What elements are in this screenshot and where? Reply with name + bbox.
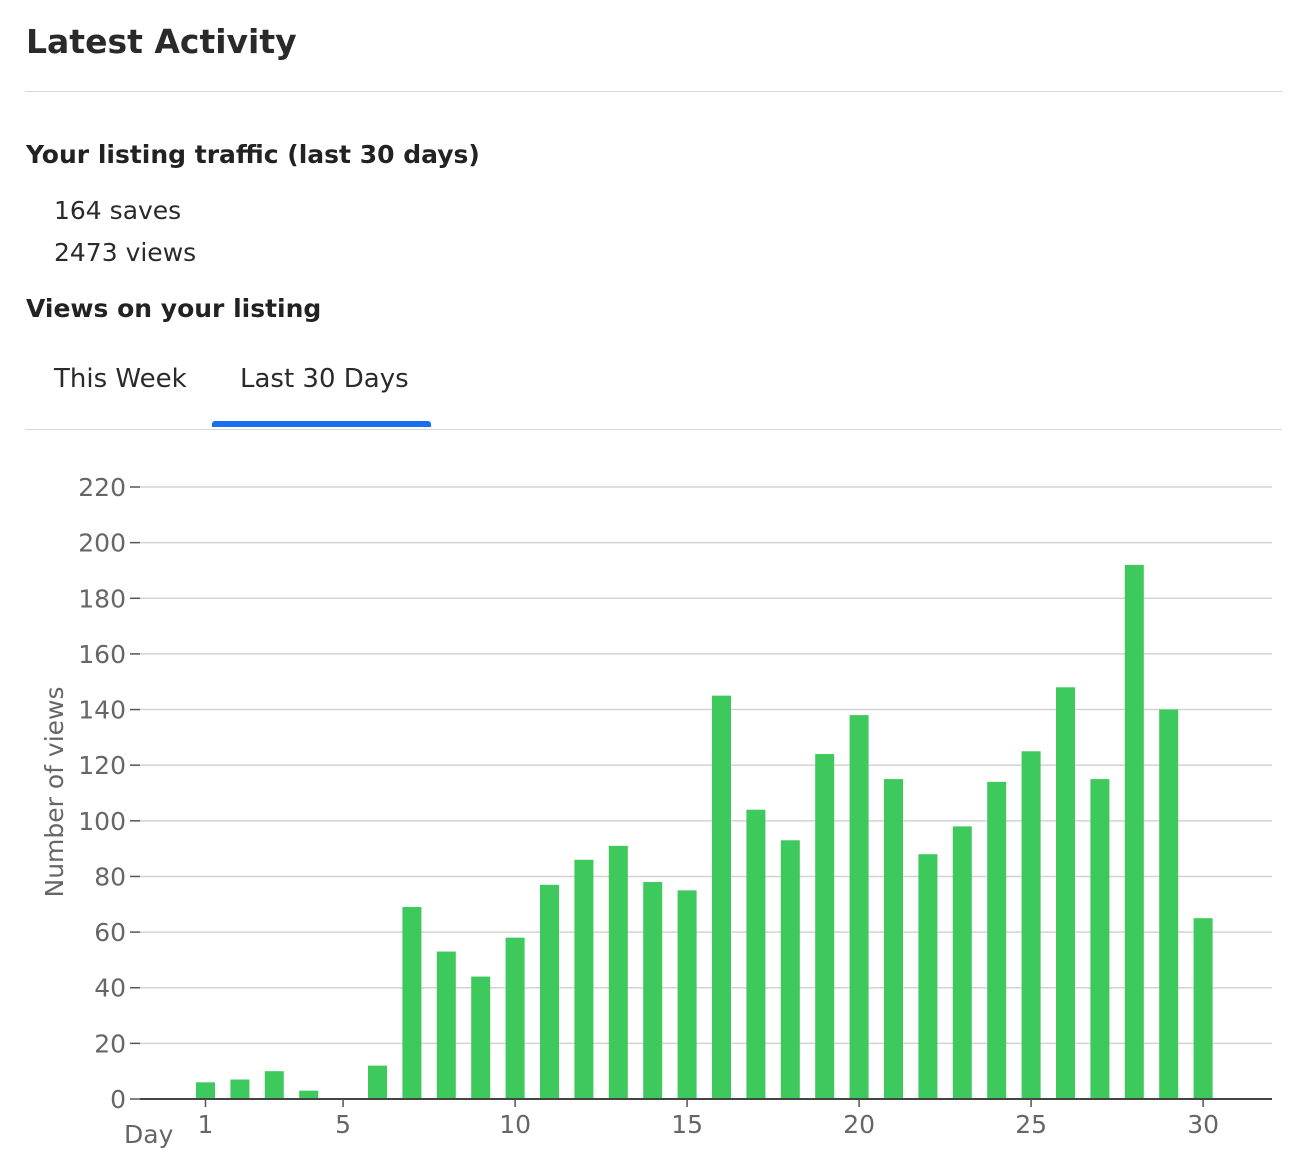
- bar: [815, 754, 835, 1099]
- y-tick-label: 140: [78, 696, 126, 725]
- x-tick-label: 5: [335, 1110, 351, 1139]
- bar: [471, 976, 491, 1099]
- y-axis-label: Number of views: [40, 686, 69, 897]
- y-tick-label: 180: [78, 584, 126, 613]
- y-tick-label: 200: [78, 529, 126, 558]
- bar: [1021, 751, 1041, 1099]
- bar: [712, 695, 731, 1099]
- bar: [643, 882, 663, 1099]
- bar: [196, 1082, 215, 1099]
- active-tab-indicator: [212, 421, 431, 427]
- bar: [574, 859, 594, 1099]
- x-tick-label: 15: [671, 1110, 703, 1139]
- divider: [25, 91, 1282, 92]
- y-tick-label: 100: [78, 807, 126, 836]
- y-tick-label: 80: [94, 862, 126, 891]
- bar: [746, 809, 766, 1099]
- x-tick-label: 30: [1187, 1110, 1219, 1139]
- x-axis-label: Day: [124, 1120, 174, 1149]
- traffic-section-title: Your listing traffic (last 30 days): [26, 140, 480, 169]
- bar: [608, 845, 628, 1099]
- bar: [1159, 709, 1179, 1099]
- views-section-title: Views on your listing: [26, 294, 322, 323]
- bar: [1090, 779, 1110, 1099]
- bar: [436, 951, 456, 1099]
- x-tick-label: 10: [499, 1110, 531, 1139]
- bar: [677, 890, 697, 1099]
- bar: [1124, 564, 1144, 1099]
- views-count: 2473 views: [54, 238, 197, 267]
- bar: [987, 781, 1007, 1099]
- bar: [1056, 687, 1075, 1099]
- tab-this-week[interactable]: This Week: [54, 364, 187, 394]
- x-tick-label: 20: [843, 1110, 875, 1139]
- bar: [952, 826, 972, 1099]
- tab-bar: This Week Last 30 Days: [25, 352, 1282, 430]
- bar: [780, 840, 800, 1099]
- bar: [918, 854, 938, 1099]
- bar: [368, 1065, 387, 1099]
- tab-last-30-days[interactable]: Last 30 Days: [240, 364, 409, 394]
- bar: [540, 884, 559, 1099]
- bar: [1193, 918, 1213, 1099]
- bar: [884, 779, 903, 1099]
- x-tick-label: 1: [198, 1110, 214, 1139]
- bar: [402, 907, 422, 1099]
- y-tick-label: 20: [94, 1029, 126, 1058]
- y-tick-label: 220: [78, 473, 126, 502]
- y-tick-label: 40: [94, 974, 126, 1003]
- bar: [505, 937, 525, 1099]
- page-title: Latest Activity: [26, 22, 297, 61]
- y-tick-label: 60: [94, 918, 126, 947]
- bar: [849, 715, 869, 1099]
- bar: [230, 1079, 250, 1099]
- saves-count: 164 saves: [54, 196, 182, 225]
- y-tick-label: 160: [78, 640, 126, 669]
- x-tick-label: 25: [1015, 1110, 1047, 1139]
- bar: [299, 1090, 319, 1099]
- y-tick-label: 0: [110, 1085, 126, 1114]
- bar: [264, 1071, 284, 1099]
- y-tick-label: 120: [78, 751, 126, 780]
